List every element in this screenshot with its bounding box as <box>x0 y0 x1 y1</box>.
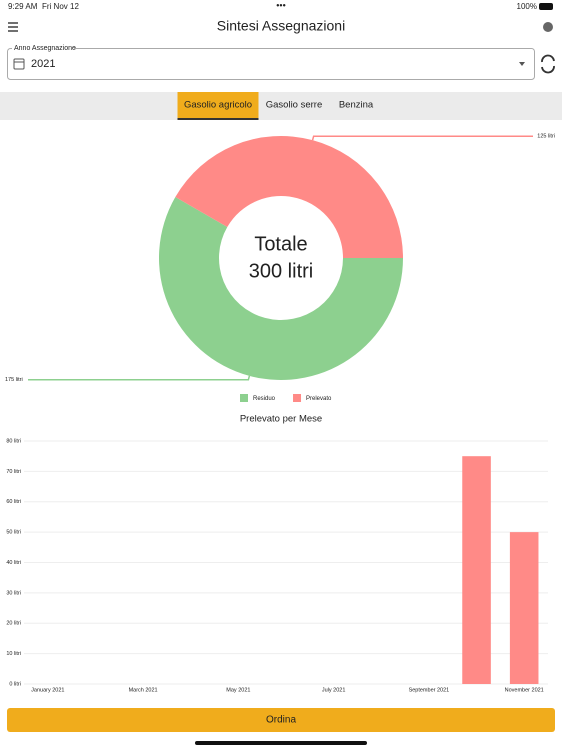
status-battery: 100% <box>517 2 537 11</box>
leader-line <box>311 135 533 141</box>
menu-button[interactable] <box>8 22 18 32</box>
x-tick-label: May 2021 <box>226 687 250 693</box>
refresh-button[interactable] <box>541 54 555 74</box>
x-tick-label: March 2021 <box>129 687 158 693</box>
y-tick-label: 60 litri <box>6 499 21 505</box>
donut-center-text: 300 litri <box>249 260 313 282</box>
y-tick-label: 40 litri <box>6 560 21 566</box>
order-button[interactable] <box>7 708 555 732</box>
donut-slice <box>175 136 403 258</box>
legend-swatch <box>240 394 248 402</box>
bar <box>462 456 491 684</box>
x-tick-label: September 2021 <box>409 687 450 693</box>
bar-chart-title: Prelevato per Mese <box>240 414 322 425</box>
tab-label: Gasolio agricolo <box>184 100 252 111</box>
x-tick-label: July 2021 <box>322 687 346 693</box>
battery-icon <box>539 3 553 10</box>
palette-button[interactable] <box>543 22 553 32</box>
tab-label: Gasolio serre <box>266 100 323 111</box>
legend-swatch <box>293 394 302 402</box>
year-select-label: Anno Assegnazione <box>14 45 76 52</box>
x-tick-label: November 2021 <box>505 687 544 693</box>
status-date: Fri Nov 12 <box>42 2 79 11</box>
home-indicator <box>195 741 367 745</box>
tab-indicator <box>177 118 259 120</box>
legend-label: Prelevato <box>306 396 332 402</box>
x-tick-label: January 2021 <box>31 687 64 693</box>
tab-bar <box>0 92 562 120</box>
header-title: Sintesi Assegnazioni <box>217 18 345 34</box>
y-tick-label: 50 litri <box>6 530 21 536</box>
tab[interactable] <box>177 92 259 120</box>
tab-label: Benzina <box>339 100 374 111</box>
y-tick-label: 70 litri <box>6 469 21 475</box>
year-select[interactable] <box>7 48 535 80</box>
legend-label: Residuo <box>253 396 276 402</box>
donut-center-text: Totale <box>254 233 307 255</box>
year-select-value: 2021 <box>31 58 55 70</box>
calendar-icon <box>13 58 25 70</box>
slice-label: 125 litri <box>537 134 555 140</box>
slice-label: 175 litri <box>5 377 23 383</box>
donut-slice <box>158 197 404 381</box>
y-tick-label: 0 litri <box>9 681 21 687</box>
status-time: 9:29 AM <box>8 2 38 11</box>
bar <box>509 532 539 684</box>
leader-line <box>28 375 251 381</box>
y-tick-label: 10 litri <box>6 651 21 657</box>
status-dots: ••• <box>276 0 285 10</box>
y-tick-label: 30 litri <box>6 590 21 596</box>
order-button-label: Ordina <box>266 715 296 726</box>
label-bg <box>12 43 74 53</box>
y-tick-label: 20 litri <box>6 621 21 627</box>
y-tick-label: 80 litri <box>6 438 21 444</box>
dropdown-arrow <box>519 62 525 66</box>
